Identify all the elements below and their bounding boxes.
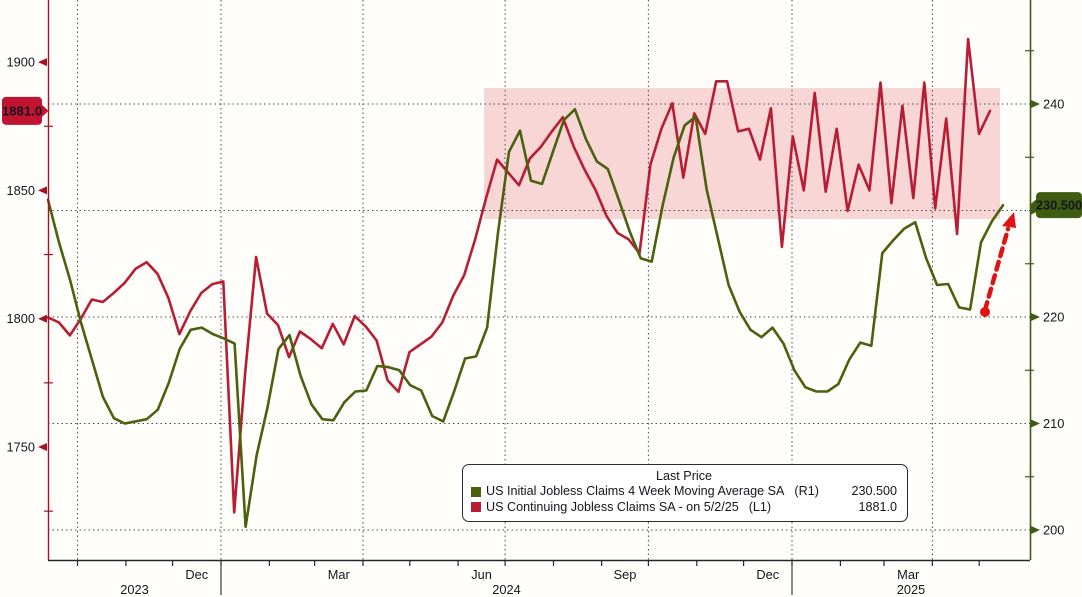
svg-text:230.500: 230.500 — [1036, 198, 1082, 213]
continuing-claims-swatch — [471, 502, 481, 513]
svg-text:1900: 1900 — [7, 55, 35, 70]
svg-text:1750: 1750 — [7, 440, 35, 455]
svg-text:Dec: Dec — [756, 567, 779, 582]
svg-text:2023: 2023 — [120, 582, 148, 597]
right-last-price-badge: 230.500 — [1029, 192, 1082, 219]
svg-text:Mar: Mar — [897, 567, 920, 582]
svg-text:1800: 1800 — [7, 311, 35, 326]
initial-claims-swatch — [471, 486, 481, 497]
svg-text:Sep: Sep — [614, 567, 637, 582]
legend-row-continuing-claims: US Continuing Jobless Claims SA - on 5/2… — [471, 500, 897, 516]
x-axis: Dec Mar Jun Sep Dec Mar 2023 2024 2025 — [76, 560, 980, 597]
svg-text:200: 200 — [1043, 523, 1064, 538]
svg-text:220: 220 — [1043, 310, 1064, 325]
legend-row-initial-claims: US Initial Jobless Claims 4 Week Moving … — [471, 484, 897, 500]
svg-text:2025: 2025 — [897, 582, 925, 597]
svg-text:1850: 1850 — [7, 183, 35, 198]
axis-frame — [47, 0, 1032, 562]
continuing-claims-label: US Continuing Jobless Claims SA - on 5/2… — [486, 499, 739, 514]
left-axis: 1900 1850 1800 1750 — [7, 55, 53, 512]
svg-text:Mar: Mar — [328, 567, 351, 582]
svg-text:Jun: Jun — [471, 567, 492, 582]
svg-text:Dec: Dec — [185, 567, 208, 582]
continuing-claims-last-value: 1881.0 — [858, 499, 897, 514]
legend: Last Price US Initial Jobless Claims 4 W… — [462, 464, 908, 522]
svg-text:240: 240 — [1043, 97, 1064, 112]
series-continuing-claims — [46, 37, 992, 514]
gridlines — [48, 0, 1030, 560]
initial-claims-last-value: 230.500 — [851, 484, 897, 498]
continuing-claims-axis-code: (L1) — [748, 499, 772, 514]
initial-claims-axis-code: (R1) — [794, 484, 819, 498]
last-price-arrow — [980, 212, 1016, 317]
svg-text:210: 210 — [1043, 416, 1064, 431]
left-last-price-badge: 1881.0 — [2, 96, 49, 125]
initial-claims-label: US Initial Jobless Claims 4 Week Moving … — [486, 484, 785, 498]
series-initial-claims — [46, 108, 1005, 529]
legend-title: Last Price — [656, 469, 712, 483]
svg-text:1881.0: 1881.0 — [2, 104, 42, 119]
svg-text:2024: 2024 — [492, 582, 520, 597]
